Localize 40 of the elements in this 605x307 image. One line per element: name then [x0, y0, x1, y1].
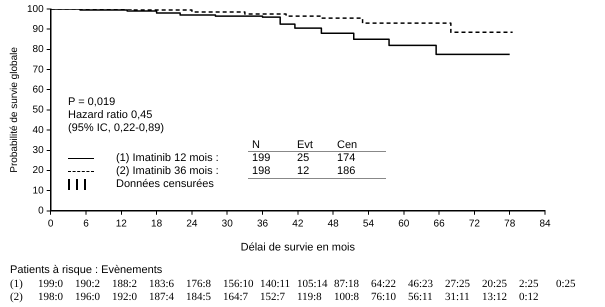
x-tick-label: 6 — [83, 218, 90, 230]
x-tick-label: 78 — [504, 218, 516, 230]
y-tick-label: 50 — [32, 104, 44, 116]
y-tick-label: 80 — [32, 44, 44, 56]
text: 199 25 174 — [252, 152, 356, 164]
x-tick-label: 36 — [256, 218, 269, 230]
annotation: Données censurées — [116, 178, 214, 191]
x-tick-label: 72 — [468, 218, 480, 230]
text: 198 12 186 — [252, 165, 356, 177]
x-tick-label: 18 — [151, 218, 163, 230]
x-tick-label: 24 — [186, 218, 198, 230]
y-axis-title: Probabilité de survie globale — [8, 46, 20, 173]
text: (1) 199:0 190:2 188:2 183:6 176:8 156:10 140:11 105:14 87:18 64:22 46:23 27:25 20:25 2:25 0:25 — [10, 278, 576, 290]
y-tick-label: 40 — [32, 124, 44, 136]
legend-label: (2) Imatinib 36 mois : — [116, 165, 219, 178]
x-tick-label: 60 — [398, 218, 410, 230]
y-tick-label: 10 — [32, 185, 44, 196]
legend-label: (1) Imatinib 12 mois : — [116, 152, 219, 165]
x-tick-label: 84 — [539, 218, 551, 230]
annotation: (95% IC, 0,22-0,89) — [68, 122, 164, 135]
y-tick-label: 30 — [32, 145, 44, 156]
annotation: Hazard ratio 0,45 — [68, 109, 152, 122]
text: Patients à risque : Evènements — [10, 264, 162, 277]
x-tick-label: 48 — [328, 218, 340, 230]
y-tick-label: 100 — [26, 4, 44, 15]
y-tick-label: 70 — [32, 64, 44, 76]
y-tick-label: 60 — [32, 84, 44, 96]
x-tick-label: 30 — [222, 218, 234, 230]
annotation: P = 0,019 — [68, 96, 116, 109]
y-tick-label: 20 — [32, 165, 44, 176]
y-tick-label: 0 — [38, 206, 44, 217]
x-tick-label: 0 — [48, 218, 54, 230]
x-tick-label: 66 — [434, 218, 446, 230]
text: (2) 198:0 196:0 192:0 187:4 184:5 164:7 152:7 119:8 100:8 76:10 56:11 31:11 13:12 0:12 — [10, 291, 539, 303]
text: N Evt Cen — [252, 139, 358, 151]
x-axis-title: Délai de survie en mois — [240, 241, 356, 254]
x-tick-label: 12 — [116, 218, 128, 230]
x-tick-label: 54 — [362, 218, 374, 230]
y-tick-label: 90 — [32, 24, 44, 35]
x-tick-label: 42 — [292, 218, 304, 230]
